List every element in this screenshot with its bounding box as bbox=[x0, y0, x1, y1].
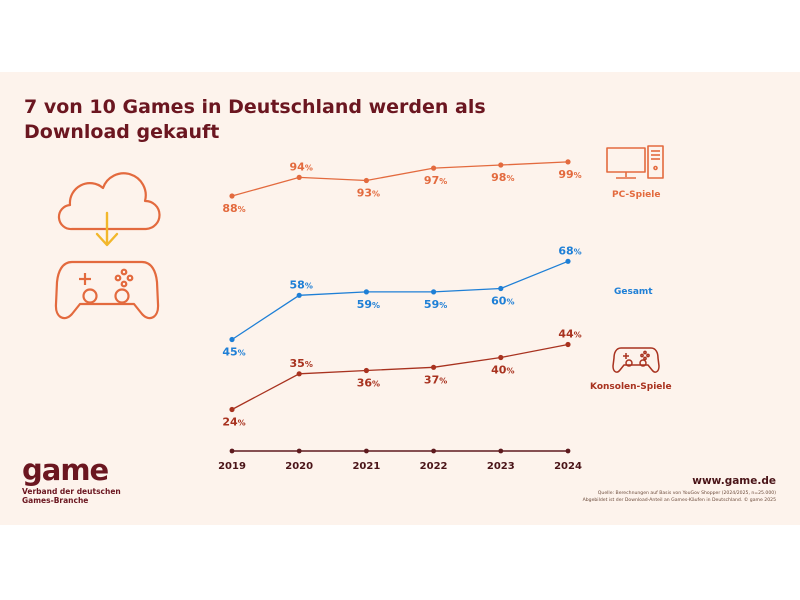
title-line-2: Download gekauft bbox=[24, 121, 220, 143]
series-line bbox=[231, 343, 569, 411]
data-label: 93% bbox=[357, 187, 380, 200]
x-axis-dot bbox=[364, 448, 369, 454]
data-label: 97% bbox=[424, 174, 447, 187]
page-title: 7 von 10 Games in Deutschland werden als… bbox=[24, 95, 544, 145]
data-point bbox=[296, 292, 302, 298]
x-tick-label: 2020 bbox=[285, 461, 313, 472]
x-axis-dot bbox=[229, 448, 235, 454]
data-label: 24% bbox=[222, 416, 245, 429]
series-label-gesamt: Gesamt bbox=[614, 287, 653, 297]
website-link[interactable]: www.game.de bbox=[692, 475, 776, 487]
data-label: 94% bbox=[290, 160, 313, 173]
x-axis-dot bbox=[498, 448, 504, 454]
x-axis-dot bbox=[565, 448, 571, 454]
data-label: 45% bbox=[222, 346, 245, 359]
series-gesamt: 45% 58% 59% 59% 60% 68% Gesamt bbox=[222, 244, 653, 358]
source-line-2: Abgebildet ist der Download-Anteil an Ga… bbox=[582, 498, 776, 503]
series-line bbox=[231, 161, 569, 197]
data-point bbox=[431, 289, 437, 295]
source-note: Quelle: Berechnungen auf Basis von YouGo… bbox=[356, 490, 776, 504]
series-konsolen-spiele: 24% 35% 36% 37% 40% 44% Konsolen-Spiele bbox=[222, 328, 671, 429]
x-tick-label: 2024 bbox=[554, 461, 582, 472]
data-point bbox=[229, 406, 235, 413]
data-label: 98% bbox=[491, 171, 514, 184]
data-label: 36% bbox=[357, 377, 380, 390]
series-pc-spiele: 88% 94% 93% 97% 98% 99% PC-Spiele bbox=[222, 159, 660, 215]
console-gamepad-icon bbox=[612, 347, 660, 373]
x-tick-label: 2021 bbox=[352, 461, 380, 472]
data-point bbox=[296, 371, 302, 377]
series-label-konsolen-spiele: Konsolen-Spiele bbox=[590, 382, 672, 392]
data-point bbox=[498, 162, 504, 168]
data-label: 44% bbox=[558, 328, 581, 341]
source-line-1: Quelle: Berechnungen auf Basis von YouGo… bbox=[597, 491, 776, 496]
data-point bbox=[431, 165, 437, 171]
data-label: 68% bbox=[558, 244, 581, 257]
x-tick-label: 2019 bbox=[218, 461, 246, 472]
data-point bbox=[363, 289, 369, 295]
data-label: 40% bbox=[491, 364, 514, 377]
x-axis-dot bbox=[431, 448, 436, 454]
data-label: 35% bbox=[290, 357, 313, 370]
data-point bbox=[565, 258, 571, 264]
data-label: 59% bbox=[357, 298, 380, 311]
download-arrow-icon bbox=[95, 211, 119, 247]
data-label: 99% bbox=[558, 168, 581, 181]
gamepad-icon bbox=[54, 260, 160, 320]
game-logo: game Verband der deutschen Games-Branche bbox=[22, 455, 121, 505]
series-label-pc-spiele: PC-Spiele bbox=[612, 190, 660, 200]
logo-wordmark: game bbox=[22, 453, 109, 487]
data-point bbox=[229, 193, 235, 199]
data-label: 37% bbox=[424, 373, 447, 386]
data-point bbox=[498, 285, 504, 292]
data-point bbox=[431, 364, 437, 370]
data-point bbox=[565, 341, 571, 348]
data-label: 60% bbox=[491, 295, 514, 308]
data-label: 58% bbox=[290, 278, 313, 291]
data-point bbox=[296, 174, 302, 180]
data-label: 88% bbox=[222, 202, 245, 215]
data-point bbox=[363, 367, 369, 374]
x-axis-dot bbox=[296, 448, 302, 454]
logo-subtitle: Verband der deutschen Games-Branche bbox=[22, 487, 121, 505]
logo-subtitle-line-2: Games-Branche bbox=[22, 496, 89, 505]
data-point bbox=[229, 336, 235, 343]
infographic-card bbox=[0, 72, 800, 525]
data-label: 59% bbox=[424, 298, 447, 311]
data-point bbox=[498, 354, 504, 361]
x-tick-label: 2023 bbox=[487, 461, 515, 472]
logo-subtitle-line-1: Verband der deutschen bbox=[22, 487, 121, 496]
data-point bbox=[565, 159, 571, 165]
pc-monitor-tower-icon bbox=[606, 145, 664, 179]
x-tick-label: 2022 bbox=[420, 461, 448, 472]
series-line bbox=[231, 260, 569, 341]
data-point bbox=[363, 177, 369, 184]
title-line-1: 7 von 10 Games in Deutschland werden als bbox=[24, 96, 486, 118]
cloud-download-icon bbox=[57, 172, 161, 231]
